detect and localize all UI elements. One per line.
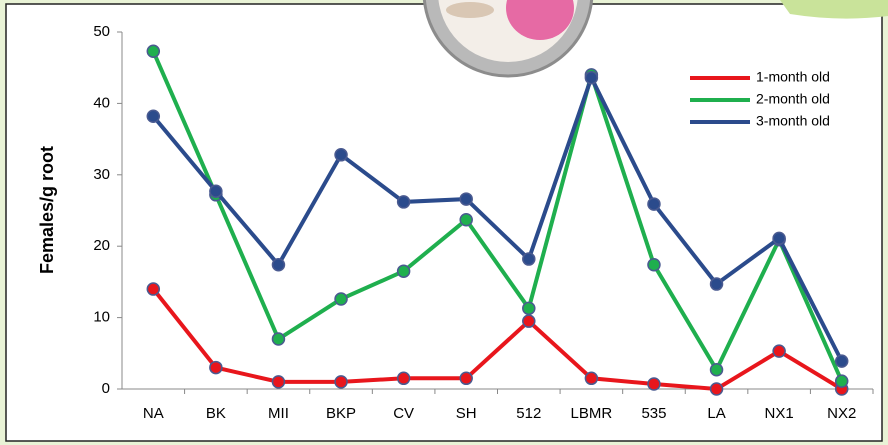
x-tick-label: NX1 xyxy=(765,405,794,422)
series-line xyxy=(151,72,844,363)
data-point xyxy=(584,371,599,386)
data-point xyxy=(522,301,536,316)
x-tick-label: MII xyxy=(268,405,289,422)
data-point xyxy=(334,375,348,389)
data-point xyxy=(209,184,223,198)
data-point xyxy=(271,375,286,389)
data-point xyxy=(834,374,849,388)
data-point xyxy=(334,148,348,162)
data-point xyxy=(522,314,536,328)
data-point xyxy=(834,354,849,368)
y-tick-label: 40 xyxy=(93,94,110,111)
data-point xyxy=(772,231,786,246)
y-tick-label: 50 xyxy=(93,23,110,40)
magnifier-specimen-tail xyxy=(446,2,494,18)
legend-label: 2-month old xyxy=(756,91,830,107)
y-tick-label: 10 xyxy=(93,309,110,326)
data-point xyxy=(584,70,599,85)
data-point xyxy=(209,360,223,375)
data-point xyxy=(271,332,286,346)
plot-area: 0 10 20 30 40 50 NA BK MII BKP CV SH 512 LBMR 535 LA NX1… xyxy=(93,23,874,422)
y-axis-title: Females/g root xyxy=(37,146,57,274)
data-point xyxy=(709,277,724,291)
x-tick-label: BK xyxy=(206,405,226,422)
x-tick-label: NA xyxy=(143,405,164,422)
legend-label: 3-month old xyxy=(756,113,830,129)
data-point xyxy=(772,344,786,358)
data-point xyxy=(459,371,473,386)
decoration xyxy=(780,0,888,19)
data-point xyxy=(396,371,411,386)
x-tick-label: LBMR xyxy=(571,405,613,422)
data-point xyxy=(647,377,661,391)
x-tick-label: SH xyxy=(456,405,477,422)
x-tick-label: CV xyxy=(393,405,414,422)
series-line xyxy=(151,50,844,382)
x-tick-label: BKP xyxy=(326,405,356,422)
x-tick-label: NX2 xyxy=(827,405,856,422)
chart-frame xyxy=(5,3,883,442)
data-point xyxy=(334,292,348,306)
data-point xyxy=(459,213,473,227)
data-point xyxy=(459,192,473,206)
data-point xyxy=(522,252,536,266)
legend-label: 1-month old xyxy=(756,69,830,85)
data-point xyxy=(709,362,724,377)
data-point xyxy=(396,264,411,278)
magnifier xyxy=(422,0,594,78)
data-point xyxy=(647,258,661,272)
data-point xyxy=(146,109,161,124)
series-line xyxy=(151,287,843,392)
y-tick-label: 20 xyxy=(93,237,110,254)
data-point xyxy=(146,44,161,59)
data-point xyxy=(396,195,411,209)
y-tick-label: 0 xyxy=(102,380,110,397)
data-point xyxy=(647,197,661,211)
x-tick-label: LA xyxy=(707,405,725,422)
data-point xyxy=(146,282,161,296)
data-point xyxy=(709,382,724,396)
x-tick-label: 512 xyxy=(516,405,541,422)
data-point xyxy=(271,258,286,272)
y-tick-label: 30 xyxy=(93,166,110,183)
magnifier-specimen xyxy=(506,0,574,40)
x-tick-label: 535 xyxy=(641,405,666,422)
